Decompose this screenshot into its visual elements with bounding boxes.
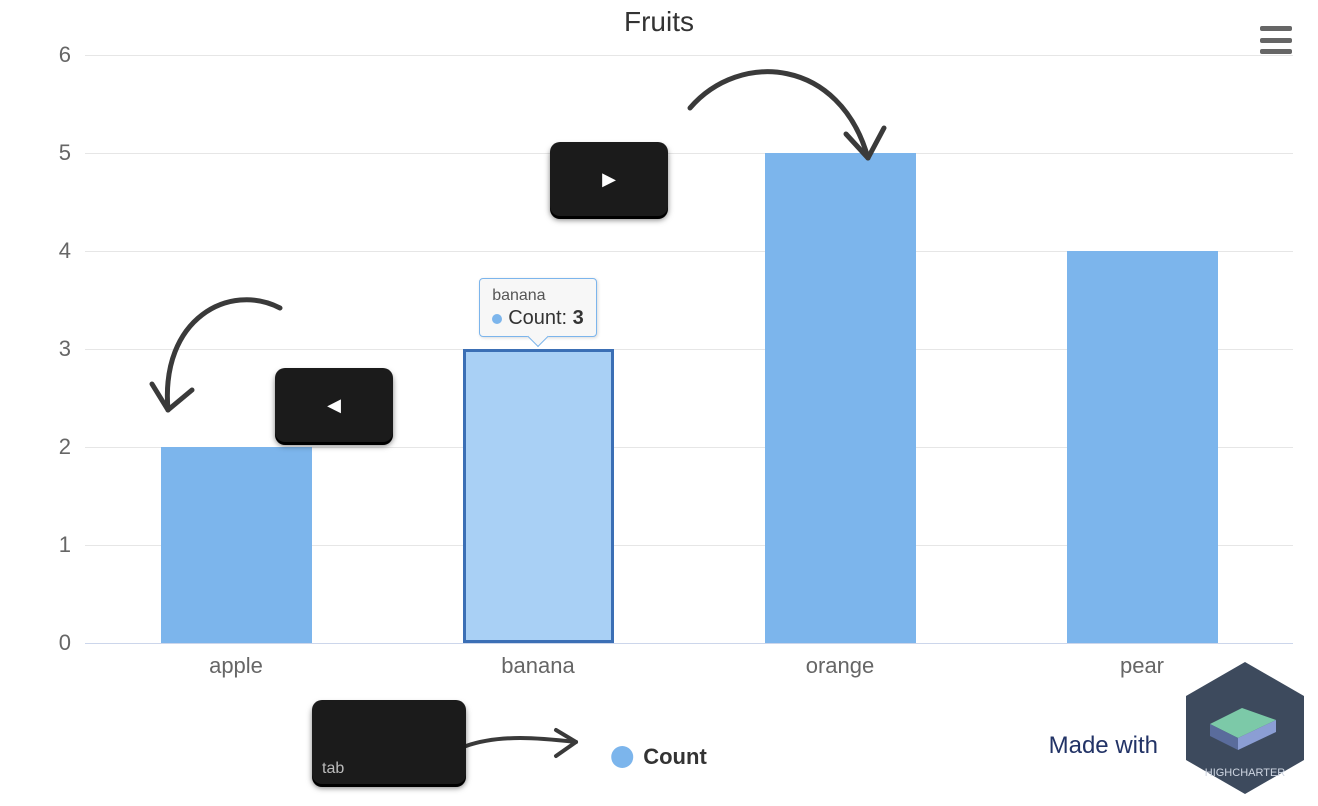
- plot-area: 0123456applebananabananaCount: 3orangepe…: [85, 55, 1293, 643]
- bar[interactable]: [161, 447, 312, 643]
- chart-container: Fruits 0123456applebananabananaCount: 3o…: [0, 0, 1318, 806]
- hamburger-icon: [1260, 26, 1292, 31]
- x-tick-label: orange: [806, 653, 875, 679]
- y-tick-label: 0: [59, 630, 71, 656]
- x-tick-label: apple: [209, 653, 263, 679]
- credit-text[interactable]: Made with: [1049, 732, 1158, 760]
- highcharter-logo-icon[interactable]: HIGHCHARTER: [1180, 658, 1310, 798]
- tab-key-icon: tab: [312, 700, 466, 784]
- tooltip: bananaCount: 3: [479, 278, 597, 337]
- chart-menu-button[interactable]: [1260, 26, 1292, 54]
- y-tick-label: 4: [59, 238, 71, 264]
- logo-label: HIGHCHARTER: [1205, 767, 1286, 779]
- right-arrow-key-icon: ▶: [550, 142, 668, 216]
- bar[interactable]: [463, 349, 614, 643]
- legend[interactable]: Count: [611, 744, 707, 770]
- legend-swatch: [611, 746, 633, 768]
- hand-arrow-tab-icon: [460, 718, 590, 768]
- chart-title: Fruits: [624, 6, 694, 38]
- tooltip-header: banana: [492, 287, 584, 305]
- y-tick-label: 5: [59, 140, 71, 166]
- x-tick-label: pear: [1120, 653, 1164, 679]
- gridline: [85, 153, 1293, 154]
- y-tick-label: 3: [59, 336, 71, 362]
- left-arrow-key-icon: ◀: [275, 368, 393, 442]
- gridline: [85, 643, 1293, 644]
- bar[interactable]: [765, 153, 916, 643]
- x-tick-label: banana: [501, 653, 574, 679]
- y-tick-label: 6: [59, 42, 71, 68]
- gridline: [85, 55, 1293, 56]
- y-tick-label: 2: [59, 434, 71, 460]
- legend-label: Count: [643, 744, 707, 770]
- bar[interactable]: [1067, 251, 1218, 643]
- tooltip-dot-icon: [492, 314, 502, 324]
- y-tick-label: 1: [59, 532, 71, 558]
